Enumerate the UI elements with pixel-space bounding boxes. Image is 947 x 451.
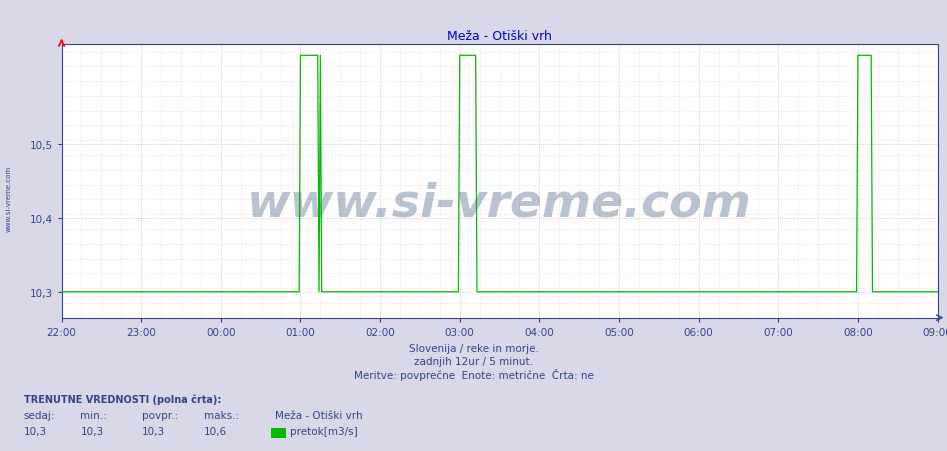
Text: 10,3: 10,3	[80, 426, 103, 436]
Text: sedaj:: sedaj:	[24, 410, 55, 420]
Text: pretok[m3/s]: pretok[m3/s]	[290, 426, 358, 436]
Text: povpr.:: povpr.:	[142, 410, 178, 420]
Text: zadnjih 12ur / 5 minut.: zadnjih 12ur / 5 minut.	[414, 356, 533, 366]
Text: www.si-vreme.com: www.si-vreme.com	[6, 166, 11, 231]
Title: Meža - Otiški vrh: Meža - Otiški vrh	[447, 30, 552, 42]
Text: maks.:: maks.:	[204, 410, 239, 420]
Text: Meritve: povprečne  Enote: metrične  Črta: ne: Meritve: povprečne Enote: metrične Črta:…	[353, 368, 594, 380]
Text: 10,3: 10,3	[24, 426, 46, 436]
Text: Meža - Otiški vrh: Meža - Otiški vrh	[275, 410, 363, 420]
Text: min.:: min.:	[80, 410, 107, 420]
Text: www.si-vreme.com: www.si-vreme.com	[247, 181, 752, 226]
Text: Slovenija / reke in morje.: Slovenija / reke in morje.	[408, 343, 539, 353]
Text: TRENUTNE VREDNOSTI (polna črta):: TRENUTNE VREDNOSTI (polna črta):	[24, 394, 221, 404]
Text: 10,6: 10,6	[204, 426, 226, 436]
Text: 10,3: 10,3	[142, 426, 165, 436]
